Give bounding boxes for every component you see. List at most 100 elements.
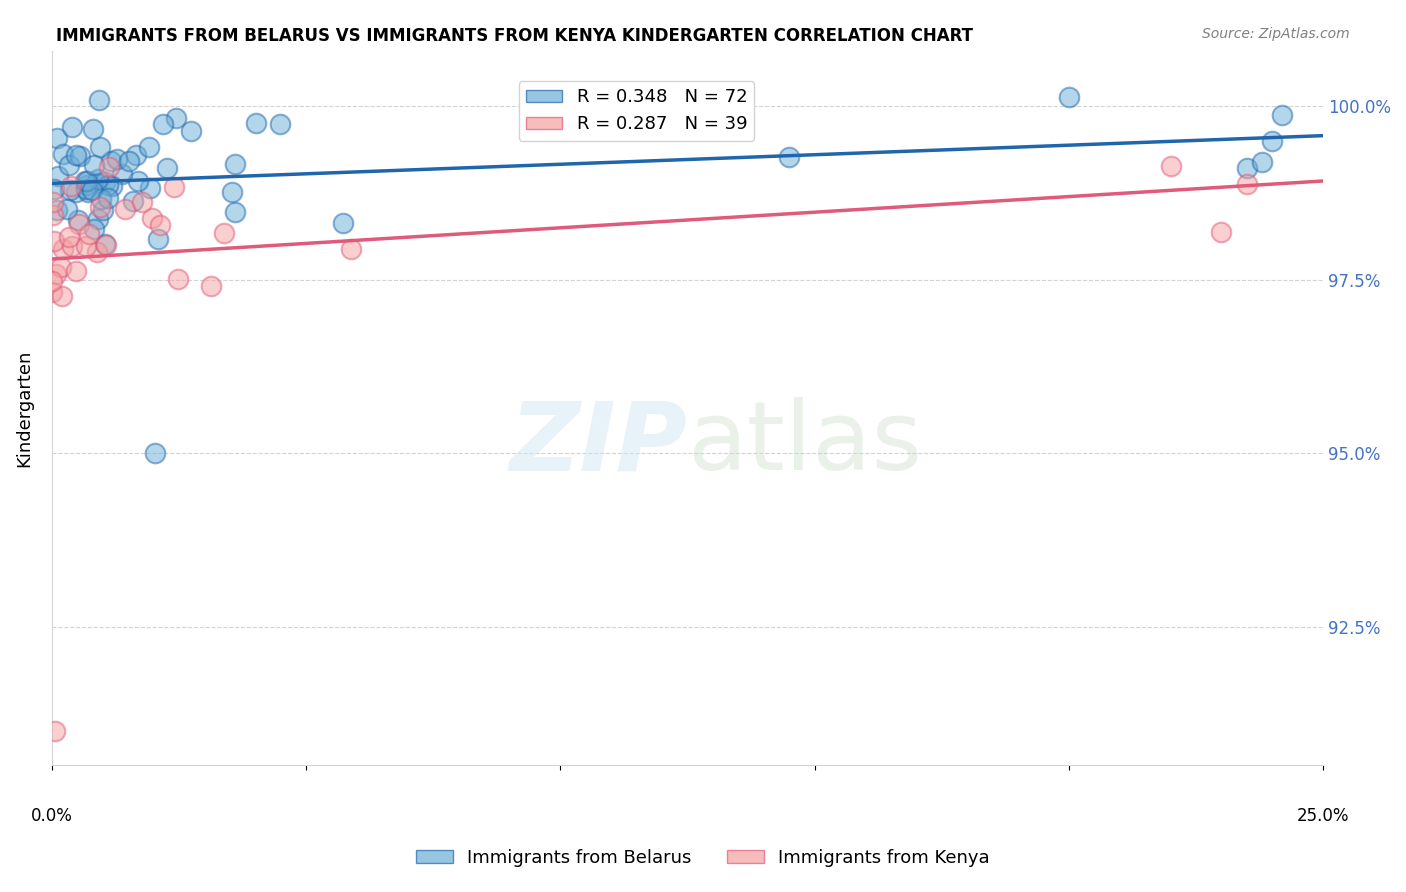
Point (46, 203, 69, 218)
Point (60, 178, 83, 193)
Point (93, 237, 115, 252)
Point (83, 158, 105, 172)
Y-axis label: Kindergarten: Kindergarten (15, 350, 32, 467)
Point (1160, 160, 1182, 174)
Point (82, 122, 104, 136)
Point (98, 160, 121, 174)
Text: atlas: atlas (688, 397, 922, 491)
Point (269, 117, 291, 131)
Point (152, 117, 174, 131)
Point (166, 272, 188, 286)
Point (76, 174, 98, 188)
Point (89, 200, 111, 214)
Point (101, 178, 124, 193)
Point (44, 723, 66, 738)
Point (163, 180, 186, 194)
Text: Source: ZipAtlas.com: Source: ZipAtlas.com (1202, 27, 1350, 41)
Point (221, 185, 243, 199)
Point (46, 131, 69, 145)
Point (77, 227, 100, 241)
Point (114, 202, 136, 216)
Point (200, 279, 222, 293)
Point (87, 93, 110, 107)
Legend: R = 0.348   N = 72, R = 0.287   N = 39: R = 0.348 N = 72, R = 0.287 N = 39 (519, 81, 755, 141)
Point (65, 263, 87, 277)
Point (340, 242, 363, 256)
Point (105, 152, 128, 166)
Point (52, 146, 75, 161)
Point (1261, 134, 1284, 148)
Text: IMMIGRANTS FROM BELARUS VS IMMIGRANTS FROM KENYA KINDERGARTEN CORRELATION CHART: IMMIGRANTS FROM BELARUS VS IMMIGRANTS FR… (56, 27, 973, 45)
Point (84, 176, 107, 190)
Point (56, 202, 79, 216)
Point (82, 184, 104, 198)
Point (91, 203, 114, 218)
Point (69, 148, 91, 162)
Point (90, 192, 112, 206)
Point (45, 268, 67, 282)
Point (65, 148, 87, 162)
Point (97, 178, 120, 192)
Point (1211, 225, 1233, 239)
Point (86, 244, 108, 259)
Point (1057, 89, 1080, 103)
Point (59, 182, 82, 196)
Point (42, 182, 65, 196)
Point (245, 116, 267, 130)
Point (94, 175, 117, 189)
Point (1236, 161, 1258, 175)
Point (212, 227, 235, 241)
Point (146, 232, 169, 246)
Point (127, 174, 149, 188)
Point (77, 185, 100, 199)
Point (41, 285, 63, 299)
Point (156, 161, 179, 175)
Point (180, 124, 202, 138)
Legend: Immigrants from Belarus, Immigrants from Kenya: Immigrants from Belarus, Immigrants from… (409, 842, 997, 874)
Point (1236, 178, 1258, 192)
Point (58, 230, 80, 244)
Point (149, 218, 172, 232)
Point (100, 153, 122, 168)
Point (52, 242, 75, 256)
Point (51, 288, 73, 302)
Point (111, 167, 134, 181)
Point (117, 153, 139, 168)
Text: 0.0%: 0.0% (31, 807, 73, 825)
Point (46, 169, 69, 183)
Point (75, 238, 97, 252)
Point (96, 237, 118, 252)
Point (89, 140, 111, 154)
Point (86, 212, 108, 227)
Point (138, 140, 160, 154)
Point (41, 274, 63, 288)
Point (1271, 108, 1294, 122)
Point (131, 194, 153, 209)
Point (76, 178, 98, 193)
Point (42, 234, 65, 248)
Text: ZIP: ZIP (509, 397, 688, 491)
Point (60, 238, 83, 252)
Point (122, 194, 145, 208)
Point (83, 221, 105, 235)
Point (42, 208, 65, 222)
Point (42, 194, 65, 209)
Point (65, 185, 87, 199)
Point (332, 216, 354, 230)
Point (76, 182, 98, 196)
Point (224, 204, 246, 219)
Point (143, 446, 166, 460)
Text: 25.0%: 25.0% (1296, 807, 1350, 825)
Point (139, 181, 162, 195)
Point (73, 174, 96, 188)
Point (141, 211, 163, 226)
Point (60, 120, 83, 134)
Point (67, 217, 90, 231)
Point (778, 150, 800, 164)
Point (125, 148, 148, 162)
Point (224, 157, 246, 171)
Point (58, 158, 80, 172)
Point (97, 191, 120, 205)
Point (87, 172, 110, 186)
Point (1251, 154, 1274, 169)
